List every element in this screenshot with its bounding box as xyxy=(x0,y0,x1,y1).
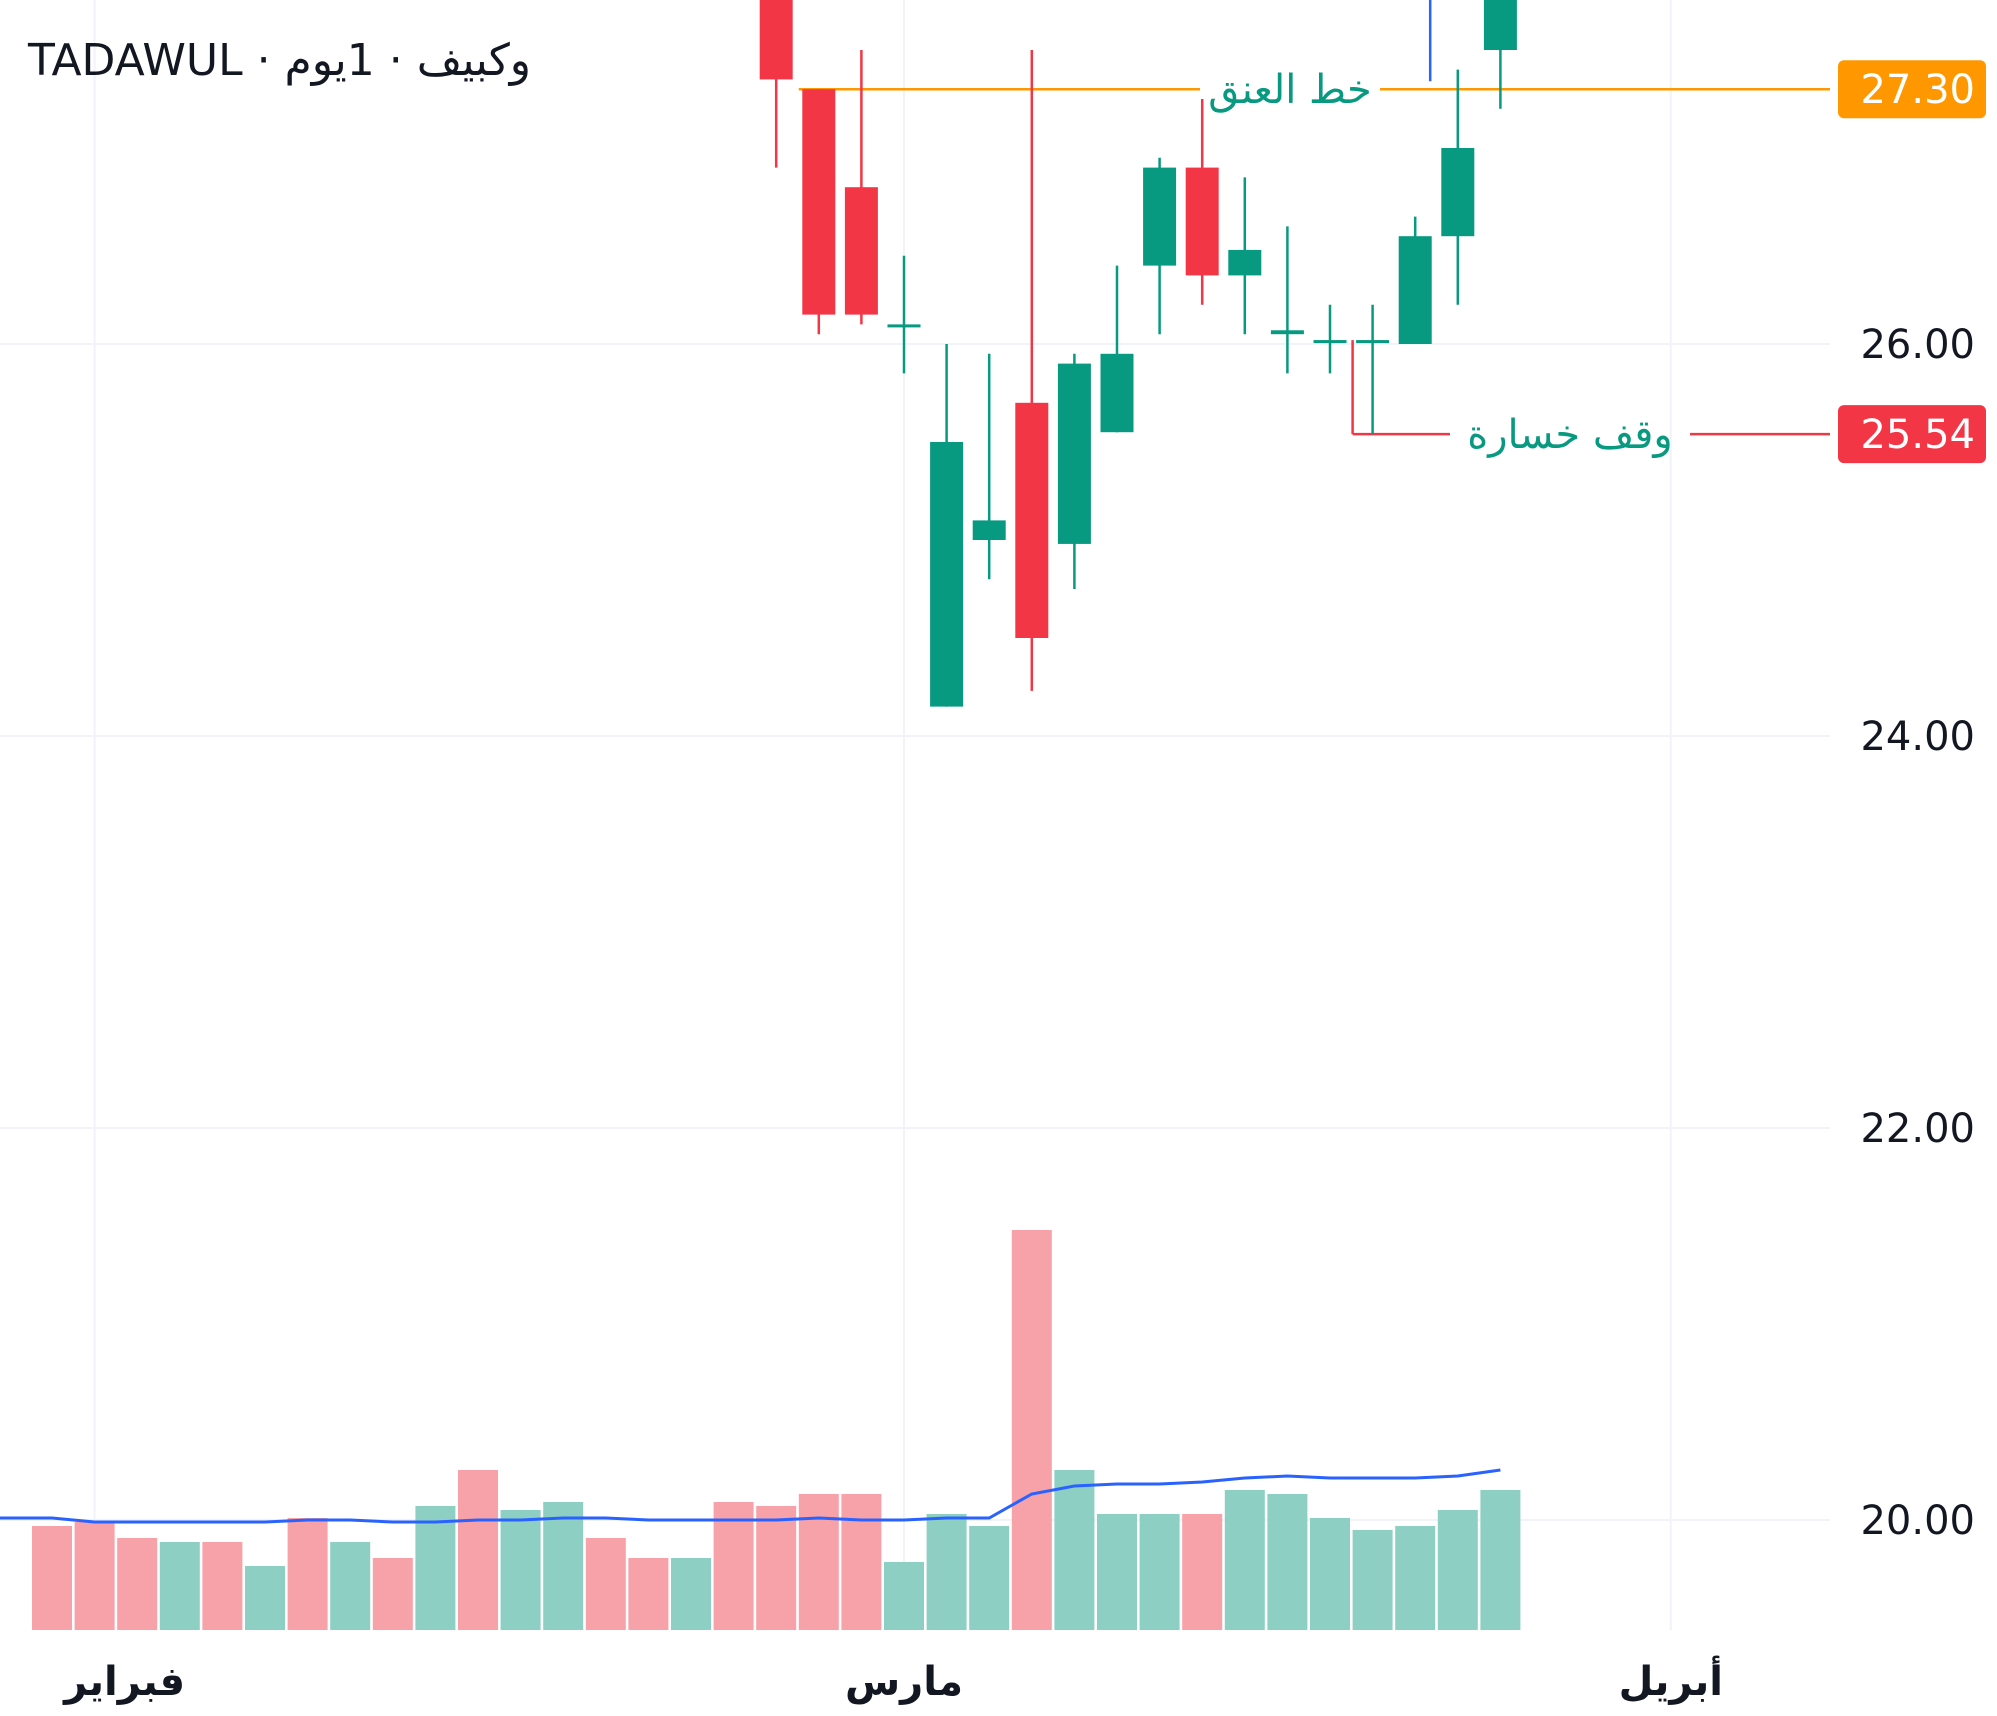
candle-body xyxy=(1313,340,1347,344)
candle[interactable] xyxy=(1313,304,1347,374)
volume-bar xyxy=(1395,1526,1436,1630)
candle[interactable] xyxy=(802,89,836,335)
volume-bar xyxy=(926,1514,967,1630)
volume-bar xyxy=(159,1542,200,1630)
candle-body xyxy=(844,187,878,315)
volume-bar xyxy=(245,1566,285,1630)
volume-bar xyxy=(1054,1470,1095,1630)
candle[interactable] xyxy=(1356,304,1390,435)
volume-bar xyxy=(287,1518,328,1630)
candle-body xyxy=(1185,167,1219,276)
volume-bar xyxy=(458,1470,498,1630)
date-tick-label: فبراير xyxy=(62,1659,185,1705)
candle-body xyxy=(1057,363,1091,544)
candle[interactable] xyxy=(930,344,964,707)
level-badge-bg xyxy=(1838,405,1986,464)
volume-bar xyxy=(841,1494,882,1630)
date-tick-label: مارس xyxy=(845,1659,963,1705)
volume-moving-average xyxy=(0,1468,1501,1524)
candle-body xyxy=(1441,148,1475,237)
grid xyxy=(0,0,1830,1630)
candlesticks[interactable] xyxy=(36,0,1517,707)
volume-bar xyxy=(1011,1230,1052,1630)
level-badge-text: 27.30 xyxy=(1860,67,1975,113)
volume-bar xyxy=(1139,1514,1180,1630)
candle-body xyxy=(930,442,964,707)
volume-bar xyxy=(884,1562,924,1630)
level-label: خط العنق xyxy=(1208,67,1371,113)
level-label: وقف خسارة xyxy=(1467,412,1672,458)
volume-bar xyxy=(415,1506,456,1630)
volume-bar xyxy=(74,1522,115,1630)
volume-bar xyxy=(969,1526,1010,1630)
volume-bar xyxy=(1097,1514,1137,1630)
candle[interactable] xyxy=(1143,157,1177,335)
candle[interactable] xyxy=(1100,265,1134,433)
price-tick-label: 24.00 xyxy=(1860,714,1975,760)
volume-bar xyxy=(1224,1490,1265,1630)
chart-title: TADAWUL · وكبيف · 1يوم xyxy=(27,35,531,86)
candle-body xyxy=(972,520,1006,540)
volume-bar xyxy=(1310,1518,1350,1630)
candle-body xyxy=(1228,249,1262,276)
volume-bar xyxy=(1437,1510,1478,1630)
volume-bar xyxy=(202,1542,243,1630)
volume-bar xyxy=(671,1558,711,1630)
level-badge-bg xyxy=(1838,60,1986,119)
volume-bar xyxy=(798,1494,839,1630)
volume-histogram xyxy=(32,1230,1521,1630)
candle-body xyxy=(759,0,793,80)
candle[interactable] xyxy=(1441,69,1475,305)
candle-body xyxy=(1483,0,1517,50)
candle-body xyxy=(802,89,836,315)
candle[interactable] xyxy=(759,0,793,168)
candle[interactable] xyxy=(972,353,1006,580)
candle-body xyxy=(887,324,921,328)
volume-bar xyxy=(1182,1514,1223,1630)
candle[interactable] xyxy=(1398,216,1432,344)
candle-body xyxy=(1100,353,1134,433)
candle[interactable] xyxy=(1015,50,1049,691)
candle-body xyxy=(1398,236,1432,344)
candle-body xyxy=(1143,167,1177,266)
candle-body xyxy=(1356,340,1390,344)
volume-ma-line xyxy=(0,1468,1501,1524)
volume-bar xyxy=(713,1502,754,1630)
volume-bar xyxy=(372,1558,413,1630)
price-tick-label: 22.00 xyxy=(1860,1106,1975,1152)
volume-bar xyxy=(1480,1490,1521,1630)
candle[interactable] xyxy=(1185,99,1219,305)
volume-bar xyxy=(543,1502,584,1630)
volume-bar xyxy=(756,1506,797,1630)
candle[interactable] xyxy=(887,255,921,374)
volume-bar xyxy=(500,1510,541,1630)
volume-bar xyxy=(1352,1530,1393,1630)
candle[interactable] xyxy=(1057,353,1091,589)
date-tick-label: أبريل xyxy=(1619,1655,1723,1705)
price-tick-label: 20.00 xyxy=(1860,1498,1975,1544)
candle-body xyxy=(1270,330,1304,335)
candle-body xyxy=(1015,402,1049,638)
candle[interactable] xyxy=(1228,177,1262,335)
volume-bar xyxy=(117,1538,158,1630)
volume-bar xyxy=(585,1538,626,1630)
volume-bar xyxy=(628,1558,669,1630)
price-tick-label: 26.00 xyxy=(1860,322,1975,368)
candle[interactable] xyxy=(1483,0,1517,109)
volume-bar xyxy=(1267,1494,1308,1630)
candle[interactable] xyxy=(1270,226,1304,374)
level-badge-text: 25.54 xyxy=(1860,412,1975,458)
volume-bar xyxy=(330,1542,371,1630)
candle[interactable] xyxy=(844,50,878,325)
time-axis[interactable]: فبراير مارس أبريل xyxy=(62,1655,1723,1705)
volume-bar xyxy=(32,1526,72,1630)
